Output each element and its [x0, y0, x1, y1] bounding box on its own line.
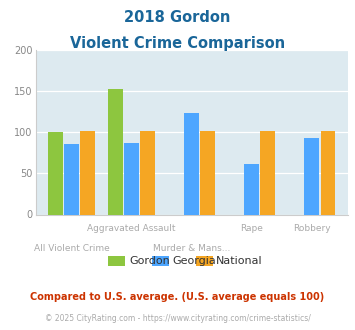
Bar — [321, 131, 335, 214]
Text: National: National — [217, 256, 263, 266]
Text: Robbery: Robbery — [293, 224, 331, 233]
Text: © 2025 CityRating.com - https://www.cityrating.com/crime-statistics/: © 2025 CityRating.com - https://www.city… — [45, 314, 310, 323]
Text: Rape: Rape — [240, 224, 263, 233]
Text: Murder & Mans...: Murder & Mans... — [153, 244, 230, 253]
Text: Gordon: Gordon — [129, 256, 170, 266]
Bar — [80, 131, 95, 214]
Text: All Violent Crime: All Violent Crime — [34, 244, 109, 253]
Bar — [140, 131, 155, 214]
Text: Georgia: Georgia — [173, 256, 217, 266]
Bar — [184, 113, 199, 214]
Bar — [200, 131, 215, 214]
Bar — [48, 132, 63, 214]
Bar — [261, 131, 275, 214]
Text: Compared to U.S. average. (U.S. average equals 100): Compared to U.S. average. (U.S. average … — [31, 292, 324, 302]
Text: 2018 Gordon: 2018 Gordon — [124, 10, 231, 25]
Bar — [108, 89, 123, 214]
Text: Violent Crime Comparison: Violent Crime Comparison — [70, 36, 285, 51]
Bar — [244, 164, 259, 214]
Bar — [124, 143, 139, 214]
Bar — [64, 144, 79, 214]
Text: Aggravated Assault: Aggravated Assault — [87, 224, 176, 233]
Bar — [305, 138, 319, 214]
